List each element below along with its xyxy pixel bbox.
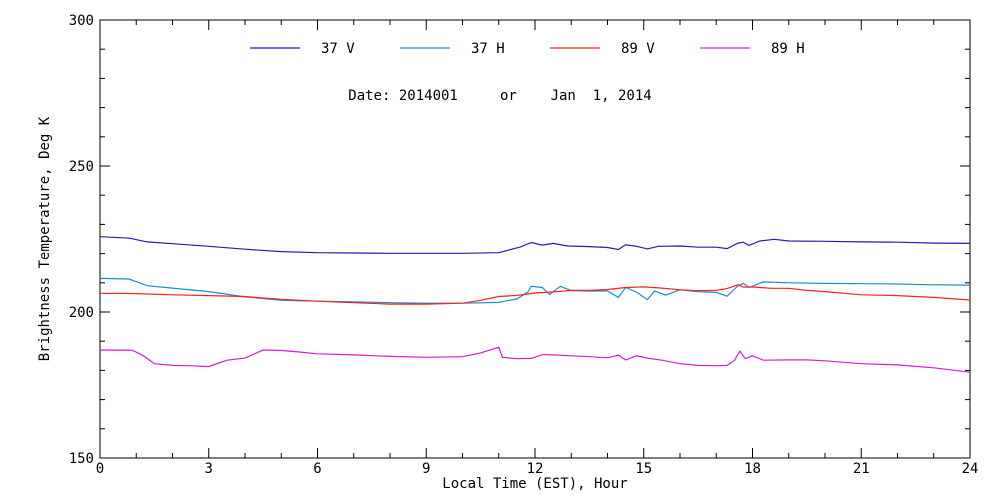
series-line-89-v	[99, 284, 971, 305]
chart-subtitle: Date: 2014001 or Jan 1, 2014	[348, 88, 651, 104]
series-line-37-v	[99, 236, 971, 254]
y-tick-label: 300	[69, 13, 94, 29]
legend: 37 V 37 H 89 V 89 H	[250, 41, 805, 57]
y-axis-title: Brightness Temperature, Deg K	[37, 116, 53, 361]
legend-label: 89 V	[621, 41, 655, 57]
axis-tick-labels: 0 3 6 9 12 15 18 21 24 150 200 250 300	[69, 13, 979, 477]
legend-label: 37 H	[471, 41, 505, 57]
x-tick-label: 15	[635, 461, 652, 477]
series-line-37-h	[99, 277, 971, 304]
axis-ticks	[99, 19, 971, 459]
series-line-89-h	[99, 346, 971, 373]
x-tick-label: 0	[96, 461, 104, 477]
y-tick-label: 200	[69, 305, 94, 321]
series-lines	[99, 236, 971, 373]
plot-frame	[99, 19, 971, 459]
x-tick-label: 18	[744, 461, 761, 477]
legend-label: 89 H	[771, 41, 805, 57]
y-tick-label: 150	[69, 451, 94, 467]
x-axis-title: Local Time (EST), Hour	[442, 476, 627, 492]
x-tick-label: 24	[962, 461, 979, 477]
x-tick-label: 9	[422, 461, 430, 477]
y-tick-label: 250	[69, 159, 94, 175]
x-tick-label: 21	[853, 461, 870, 477]
x-tick-label: 6	[313, 461, 321, 477]
x-tick-label: 12	[527, 461, 544, 477]
legend-label: 37 V	[321, 41, 355, 57]
x-tick-label: 3	[205, 461, 213, 477]
